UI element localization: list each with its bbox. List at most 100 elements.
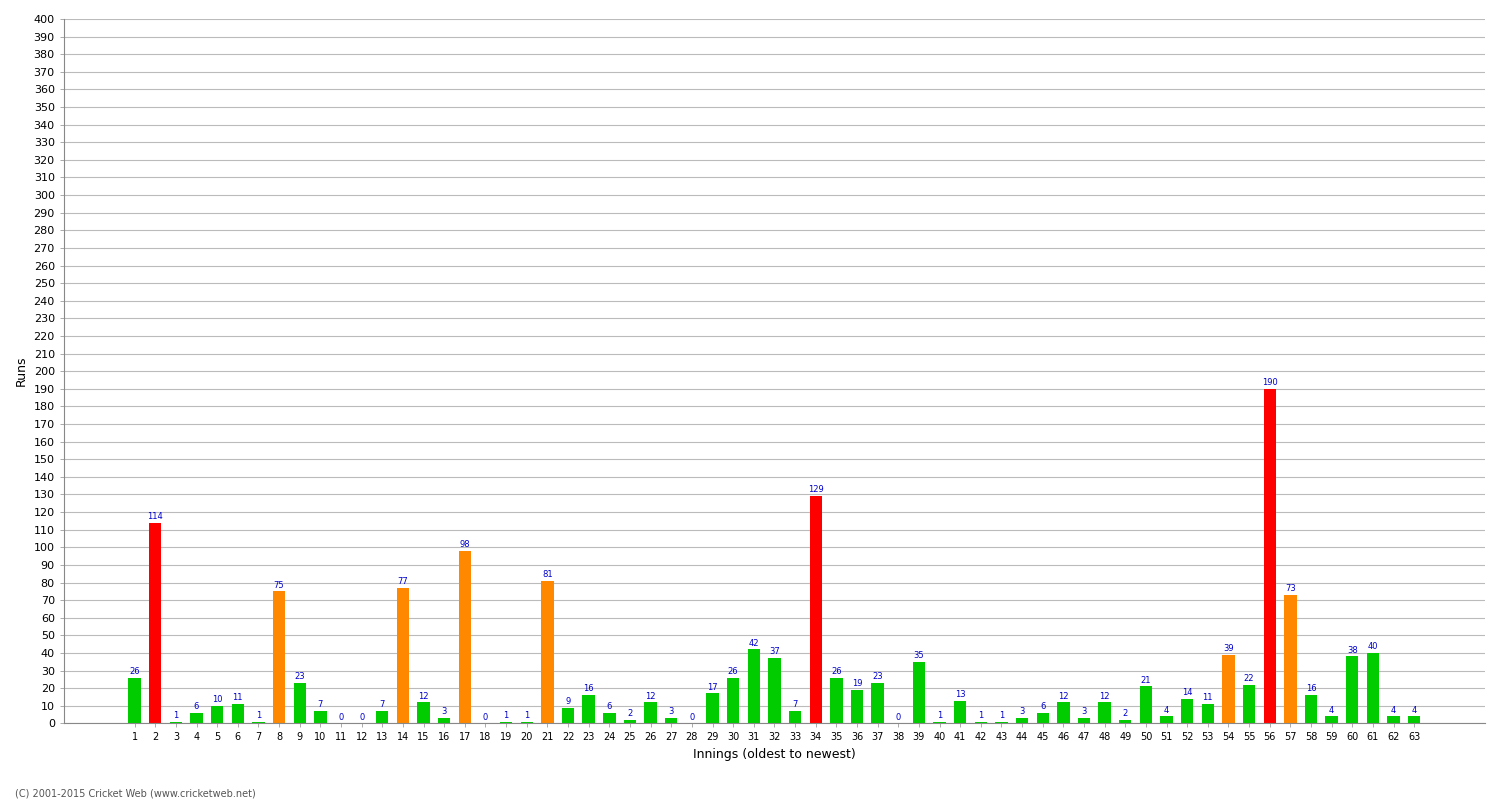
Text: 4: 4 — [1164, 706, 1168, 714]
Bar — [706, 694, 718, 723]
Text: 39: 39 — [1222, 644, 1234, 653]
Text: 0: 0 — [339, 713, 344, 722]
Text: 2: 2 — [627, 709, 633, 718]
Text: 1: 1 — [524, 711, 530, 720]
Text: 9: 9 — [566, 697, 570, 706]
Bar — [417, 702, 430, 723]
Bar — [1180, 698, 1194, 723]
Text: 16: 16 — [1305, 685, 1317, 694]
Text: 129: 129 — [808, 486, 824, 494]
Text: 6: 6 — [606, 702, 612, 711]
Bar — [1326, 716, 1338, 723]
Bar — [645, 702, 657, 723]
Text: 11: 11 — [1203, 694, 1214, 702]
Text: 7: 7 — [318, 700, 322, 710]
Text: 1: 1 — [938, 711, 942, 720]
Y-axis label: Runs: Runs — [15, 356, 28, 386]
Bar — [810, 496, 822, 723]
Text: 4: 4 — [1412, 706, 1418, 714]
Text: 73: 73 — [1286, 584, 1296, 593]
Bar — [871, 683, 883, 723]
Bar — [438, 718, 450, 723]
Bar — [1119, 720, 1131, 723]
Bar — [273, 591, 285, 723]
Bar — [1036, 713, 1048, 723]
Bar — [603, 713, 615, 723]
Text: 1: 1 — [174, 711, 178, 720]
Bar — [1388, 716, 1400, 723]
Bar — [1305, 695, 1317, 723]
Bar — [520, 722, 532, 723]
Text: 42: 42 — [748, 638, 759, 648]
Text: 21: 21 — [1140, 676, 1150, 685]
Bar — [994, 722, 1008, 723]
Text: 0: 0 — [688, 713, 694, 722]
Bar — [933, 722, 945, 723]
Bar — [231, 704, 244, 723]
Bar — [1202, 704, 1214, 723]
Text: 0: 0 — [483, 713, 488, 722]
Bar — [1244, 685, 1256, 723]
Text: 38: 38 — [1347, 646, 1358, 654]
Text: 4: 4 — [1390, 706, 1396, 714]
Text: 77: 77 — [398, 577, 408, 586]
Text: 11: 11 — [232, 694, 243, 702]
Text: 10: 10 — [211, 695, 222, 704]
Text: 4: 4 — [1329, 706, 1335, 714]
Text: 26: 26 — [129, 667, 140, 676]
Bar — [1140, 686, 1152, 723]
Text: 0: 0 — [358, 713, 364, 722]
Bar — [1098, 702, 1112, 723]
Bar — [1408, 716, 1420, 723]
Text: 12: 12 — [419, 691, 429, 701]
Bar — [211, 706, 223, 723]
Bar — [562, 707, 574, 723]
Text: 37: 37 — [770, 647, 780, 657]
Text: 35: 35 — [914, 651, 924, 660]
Text: 12: 12 — [1058, 691, 1068, 701]
Bar — [314, 711, 327, 723]
Text: 3: 3 — [441, 707, 447, 716]
Bar — [1346, 657, 1359, 723]
Text: 0: 0 — [896, 713, 902, 722]
Bar — [129, 678, 141, 723]
Text: 1: 1 — [504, 711, 509, 720]
Text: 12: 12 — [645, 691, 656, 701]
Bar — [747, 650, 760, 723]
Text: 22: 22 — [1244, 674, 1254, 683]
Bar — [190, 713, 202, 723]
Text: 190: 190 — [1262, 378, 1278, 387]
Bar — [912, 662, 926, 723]
Text: 3: 3 — [1020, 707, 1025, 716]
Bar — [376, 711, 388, 723]
Text: 14: 14 — [1182, 688, 1192, 697]
Bar — [1222, 654, 1234, 723]
Text: (C) 2001-2015 Cricket Web (www.cricketweb.net): (C) 2001-2015 Cricket Web (www.cricketwe… — [15, 788, 255, 798]
Bar — [1016, 718, 1029, 723]
Bar — [624, 720, 636, 723]
Bar — [954, 701, 966, 723]
Bar — [789, 711, 801, 723]
Bar — [459, 551, 471, 723]
Text: 7: 7 — [792, 700, 798, 710]
Text: 19: 19 — [852, 679, 862, 688]
Text: 40: 40 — [1368, 642, 1378, 651]
Text: 6: 6 — [1040, 702, 1046, 711]
Text: 23: 23 — [873, 672, 883, 681]
Text: 26: 26 — [831, 667, 842, 676]
Bar — [582, 695, 596, 723]
Text: 98: 98 — [459, 540, 470, 549]
Text: 2: 2 — [1122, 709, 1128, 718]
Bar — [1263, 389, 1276, 723]
Text: 6: 6 — [194, 702, 200, 711]
Text: 13: 13 — [956, 690, 966, 698]
Text: 17: 17 — [706, 682, 718, 692]
Text: 114: 114 — [147, 512, 164, 521]
Text: 12: 12 — [1100, 691, 1110, 701]
Text: 3: 3 — [1082, 707, 1086, 716]
Text: 16: 16 — [584, 685, 594, 694]
Text: 26: 26 — [728, 667, 738, 676]
Text: 23: 23 — [294, 672, 304, 681]
Bar — [170, 722, 182, 723]
Bar — [1161, 716, 1173, 723]
